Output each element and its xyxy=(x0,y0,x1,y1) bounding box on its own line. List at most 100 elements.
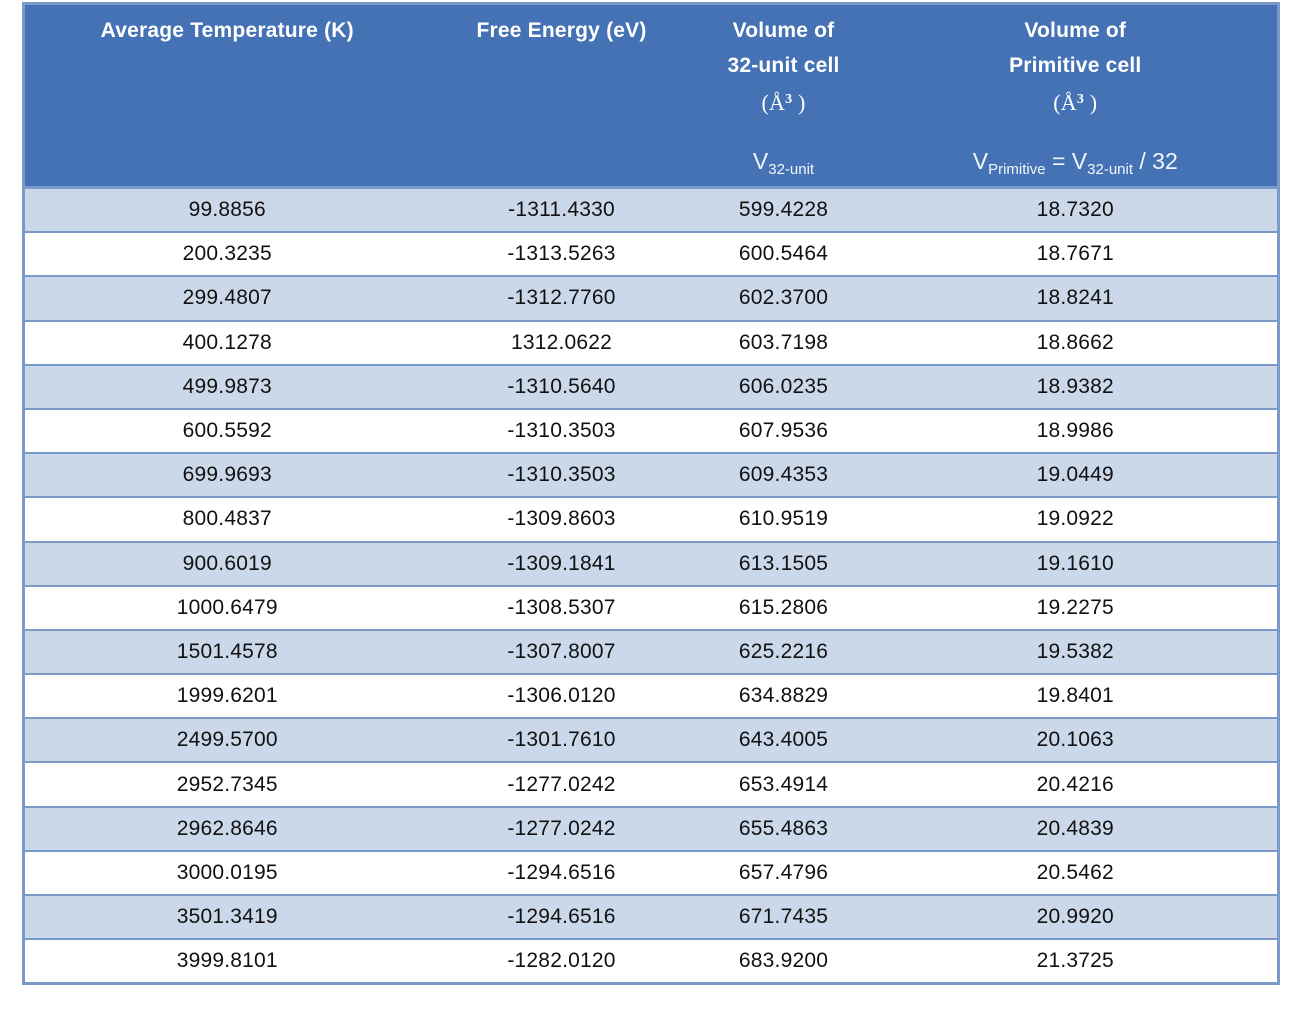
subscript-text: Primitive xyxy=(988,161,1046,178)
table-cell-volume-32-unit-cell: 653.4914 xyxy=(738,772,829,796)
table-cell-average-temperature: 2499.5700 xyxy=(176,728,278,752)
table-cell-volume-32-unit-cell: 625.2216 xyxy=(738,639,829,663)
header-title-line: Volume of xyxy=(1009,13,1141,48)
table-cell-free-energy: -1282.0120 xyxy=(507,949,616,973)
table-row: 299.4807 -1312.7760 602.3700 18.8241 xyxy=(23,276,1279,321)
text-segment: Average Temperature (K) xyxy=(100,19,354,42)
table-cell-average-temperature: 2962.8646 xyxy=(176,816,278,840)
table-cell-volume-32-unit-cell: 609.4353 xyxy=(738,463,829,487)
text-segment: ) xyxy=(1084,90,1098,115)
table-cell-volume-primitive-cell: 18.7671 xyxy=(1036,242,1114,266)
table-cell-average-temperature: 1999.6201 xyxy=(176,684,278,708)
text-segment: V xyxy=(972,148,989,174)
table-row: 3501.3419 -1294.6516 671.7435 20.9920 xyxy=(23,895,1279,940)
table-cell-volume-primitive-cell: 18.9382 xyxy=(1036,374,1114,398)
column-header-free-energy: Free Energy (eV) xyxy=(429,3,694,188)
table-cell-volume-32-unit-cell: 610.9519 xyxy=(738,507,829,531)
column-title: Volume of 32-unit cell (Å3 ) xyxy=(727,13,839,119)
table-cell-free-energy: -1277.0242 xyxy=(507,816,616,840)
column-header-volume-primitive-cell: Volume of Primitive cell (Å3 ) VPrimitive =… xyxy=(873,3,1279,188)
column-title: Free Energy (eV) xyxy=(476,13,646,48)
table-row: 1000.6479 -1308.5307 615.2806 19.2275 xyxy=(23,585,1279,630)
unit-line: (Å3 ) xyxy=(727,83,839,119)
table-cell-free-energy: -1310.3503 xyxy=(507,463,616,487)
table-cell-volume-primitive-cell: 19.5382 xyxy=(1036,639,1114,663)
table-cell-average-temperature: 99.8856 xyxy=(188,198,266,222)
table-cell-volume-32-unit-cell: 634.8829 xyxy=(738,684,829,708)
table-cell-volume-32-unit-cell: 606.0235 xyxy=(738,374,829,398)
table-cell-free-energy: -1294.6516 xyxy=(507,860,616,884)
table-cell-average-temperature: 800.4837 xyxy=(182,507,272,531)
table-cell-average-temperature: 3501.3419 xyxy=(176,905,278,929)
table-cell-volume-primitive-cell: 18.7320 xyxy=(1036,198,1114,222)
table-cell-free-energy: -1313.5263 xyxy=(507,242,616,266)
text-segment: Volume of xyxy=(732,19,835,42)
table-cell-volume-32-unit-cell: 599.4228 xyxy=(738,198,829,222)
table-cell-volume-32-unit-cell: 613.1505 xyxy=(738,551,829,575)
table-cell-volume-primitive-cell: 18.8662 xyxy=(1036,330,1114,354)
table-cell-volume-32-unit-cell: 602.3700 xyxy=(738,286,829,310)
table-cell-average-temperature: 499.9873 xyxy=(182,374,272,398)
table-cell-average-temperature: 2952.7345 xyxy=(176,772,278,796)
table-row: 3000.0195 -1294.6516 657.4796 20.5462 xyxy=(23,850,1279,895)
text-segment: = V xyxy=(1045,148,1088,174)
table-cell-free-energy: -1294.6516 xyxy=(507,905,616,929)
table-cell-volume-primitive-cell: 19.1610 xyxy=(1036,551,1114,575)
table-cell-volume-32-unit-cell: 600.5464 xyxy=(738,242,829,266)
table-row: 900.6019 -1309.1841 613.1505 19.1610 xyxy=(23,541,1279,586)
header-title-line: Volume of xyxy=(727,13,839,48)
table-cell-volume-32-unit-cell: 671.7435 xyxy=(738,905,829,929)
text-segment: (Å xyxy=(1053,90,1077,115)
table-cell-volume-32-unit-cell: 607.9536 xyxy=(738,419,829,443)
table-cell-volume-32-unit-cell: 657.4796 xyxy=(738,860,829,884)
table-row: 99.8856 -1311.4330 599.4228 18.7320 xyxy=(23,187,1279,233)
header-title-line: 32-unit cell xyxy=(727,48,839,83)
table-cell-volume-primitive-cell: 20.4216 xyxy=(1036,772,1114,796)
text-segment: (Å xyxy=(761,90,786,115)
table-row: 499.9873 -1310.5640 606.0235 18.9382 xyxy=(23,364,1279,409)
table-row: 800.4837 -1309.8603 610.9519 19.0922 xyxy=(23,497,1279,542)
table-cell-volume-primitive-cell: 20.9920 xyxy=(1036,905,1114,929)
table-cell-average-temperature: 1000.6479 xyxy=(176,595,278,619)
table-cell-average-temperature: 200.3235 xyxy=(182,242,272,266)
text-segment: ) xyxy=(792,90,806,115)
header-formula: VPrimitive = V32-unit / 32 xyxy=(973,148,1178,186)
text-segment: Free Energy (eV) xyxy=(476,19,647,42)
table-cell-free-energy: 1312.0622 xyxy=(510,330,613,354)
text-segment: Volume of xyxy=(1024,19,1127,42)
table-cell-volume-32-unit-cell: 615.2806 xyxy=(738,595,829,619)
table-row: 2499.5700 -1301.7610 643.4005 20.1063 xyxy=(23,718,1279,763)
table-cell-free-energy: -1301.7610 xyxy=(507,728,616,752)
subscript-text: 32-unit xyxy=(1087,161,1134,178)
table-cell-average-temperature: 3000.0195 xyxy=(176,860,278,884)
table-cell-volume-primitive-cell: 18.9986 xyxy=(1036,419,1114,443)
column-title: Volume of Primitive cell (Å3 ) xyxy=(1009,13,1141,119)
table-cell-free-energy: -1310.3503 xyxy=(507,419,616,443)
text-segment: V xyxy=(752,148,769,174)
table-row: 1999.6201 -1306.0120 634.8829 19.8401 xyxy=(23,674,1279,719)
text-segment: / 32 xyxy=(1133,148,1178,174)
table-row: 2962.8646 -1277.0242 655.4863 20.4839 xyxy=(23,806,1279,851)
header-row: Average Temperature (K) Free Energy (eV) V… xyxy=(23,3,1279,188)
table-row: 1501.4578 -1307.8007 625.2216 19.5382 xyxy=(23,629,1279,675)
subscript-text: 32-unit xyxy=(768,161,815,178)
table-row: 600.5592 -1310.3503 607.9536 18.9986 xyxy=(23,408,1279,454)
table-row: 2952.7345 -1277.0242 653.4914 20.4216 xyxy=(23,762,1279,807)
table-cell-volume-primitive-cell: 20.4839 xyxy=(1036,816,1114,840)
table-cell-volume-primitive-cell: 19.2275 xyxy=(1036,595,1114,619)
table-cell-volume-primitive-cell: 18.8241 xyxy=(1036,286,1114,310)
table-row: 200.3235 -1313.5263 600.5464 18.7671 xyxy=(23,232,1279,277)
table-cell-free-energy: -1309.1841 xyxy=(507,551,616,575)
table-cell-volume-32-unit-cell: 603.7198 xyxy=(738,330,829,354)
superscript-text: 3 xyxy=(785,92,793,107)
table-cell-volume-primitive-cell: 19.8401 xyxy=(1036,684,1114,708)
table-cell-average-temperature: 400.1278 xyxy=(182,330,272,354)
table-cell-volume-primitive-cell: 19.0922 xyxy=(1036,507,1114,531)
table-cell-free-energy: -1277.0242 xyxy=(507,772,616,796)
table-cell-average-temperature: 299.4807 xyxy=(182,286,272,310)
table-cell-volume-32-unit-cell: 643.4005 xyxy=(738,728,829,752)
table-cell-volume-primitive-cell: 21.3725 xyxy=(1036,949,1114,973)
table-cell-volume-primitive-cell: 19.0449 xyxy=(1036,463,1114,487)
table-cell-free-energy: -1310.5640 xyxy=(507,374,616,398)
